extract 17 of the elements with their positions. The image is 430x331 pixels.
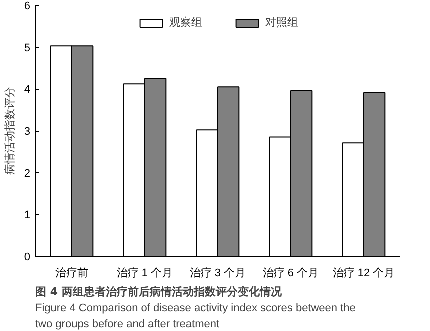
- y-tick-label: 5: [24, 42, 31, 54]
- x-tick-label: 治疗前: [56, 266, 88, 280]
- x-tick-label: 治疗 1 个月: [116, 266, 174, 280]
- caption: 图 4 两组患者治疗前后病情活动指数评分变化情况: [36, 286, 283, 298]
- y-tick-label: 0: [24, 252, 31, 264]
- y-tick-label: 2: [24, 168, 31, 180]
- x-tick-label: 治疗 6 个月: [262, 266, 320, 280]
- y-tick-label: 6: [24, 0, 31, 12]
- y-tick-label: 1: [24, 210, 31, 222]
- y-tick-label: 4: [24, 84, 31, 96]
- legend-label: 对照组: [266, 15, 298, 30]
- y-axis-title: 病情活动指数评分: [3, 87, 16, 175]
- caption: Figure 4 Comparison of disease activity index scores between the two groups before and after treatment: [36, 302, 356, 330]
- x-tick-label: 治疗 12 个月: [332, 266, 396, 280]
- x-tick-label: 治疗 3 个月: [190, 266, 246, 280]
- y-tick-label: 3: [24, 126, 31, 138]
- legend-label: 观察组: [170, 15, 202, 30]
